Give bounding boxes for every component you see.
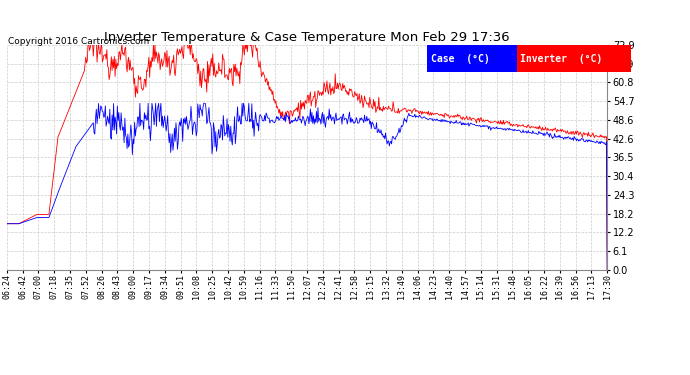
Text: Case  (°C): Case (°C) bbox=[431, 54, 489, 64]
Title: Inverter Temperature & Case Temperature Mon Feb 29 17:36: Inverter Temperature & Case Temperature … bbox=[104, 31, 510, 44]
Text: Inverter  (°C): Inverter (°C) bbox=[520, 54, 602, 64]
Text: Copyright 2016 Cartronics.com: Copyright 2016 Cartronics.com bbox=[8, 38, 150, 46]
